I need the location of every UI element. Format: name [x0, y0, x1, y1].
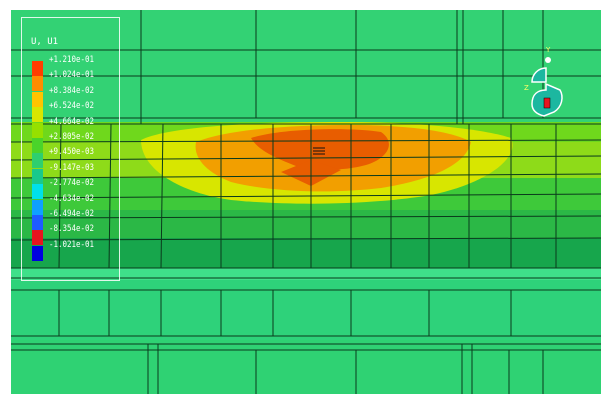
contour-legend: U, U1 +1.210e-01 +1.024e-01 +8.384e-02 +6.5…	[21, 17, 120, 281]
legend-label: +6.524e-02	[49, 101, 95, 112]
node-marker-icon	[313, 147, 325, 155]
legend-swatch	[32, 184, 43, 200]
legend-swatch	[32, 91, 43, 107]
legend-label: +9.450e-03	[49, 147, 95, 158]
legend-label: +8.384e-02	[49, 85, 95, 96]
legend-swatch	[32, 199, 43, 215]
legend-label: +4.664e-02	[49, 116, 95, 127]
legend-swatch	[32, 153, 43, 169]
legend-label: -2.774e-02	[49, 178, 95, 189]
legend-title: U, U1	[31, 37, 59, 47]
legend-swatch	[32, 230, 43, 246]
triad-origin-dot	[545, 57, 551, 63]
triad-red-marker	[543, 97, 551, 109]
legend-swatch	[32, 168, 43, 184]
legend-label: -9.147e-03	[49, 162, 95, 173]
legend-label: -1.021e-01	[49, 239, 95, 250]
legend-label: -8.354e-02	[49, 224, 95, 235]
legend-swatch	[32, 215, 43, 230]
legend-label: +1.024e-01	[49, 70, 95, 81]
lower-flange-top	[11, 268, 601, 280]
triad-y-label: Y	[545, 46, 551, 54]
legend-swatch	[32, 122, 43, 138]
legend-label: -4.634e-02	[49, 193, 95, 204]
legend-swatch	[32, 245, 43, 261]
mesh-lines	[11, 10, 601, 394]
legend-label: +2.805e-02	[49, 132, 95, 142]
bottom-plate	[11, 340, 601, 394]
legend-label: +1.210e-01	[49, 55, 95, 65]
displacement-contour-plot	[11, 10, 601, 394]
legend-swatch	[32, 107, 43, 123]
lower-flange	[11, 280, 601, 340]
view-triad-icon: Y Z	[524, 46, 563, 117]
triad-z-label: Z	[524, 84, 529, 92]
legend-swatch	[32, 61, 43, 76]
hot-contour	[251, 129, 389, 170]
contour-viewport[interactable]: U, U1 +1.210e-01 +1.024e-01 +8.384e-02 +6.5…	[11, 10, 601, 394]
legend-swatch	[32, 76, 43, 92]
triad-upper-shape	[531, 67, 547, 83]
legend-label: -6.494e-02	[49, 209, 95, 219]
legend-swatch	[32, 138, 43, 153]
